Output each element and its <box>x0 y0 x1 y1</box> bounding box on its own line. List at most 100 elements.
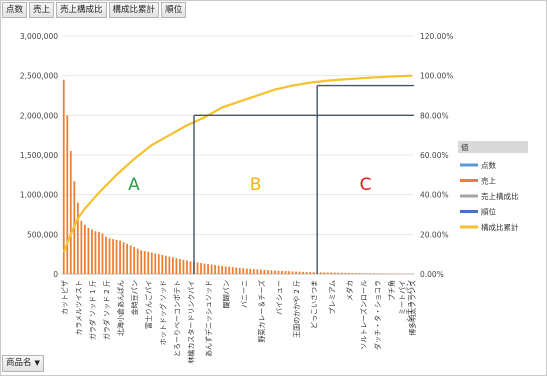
bar <box>98 231 100 274</box>
bar <box>164 255 167 274</box>
bar <box>326 272 329 274</box>
bar <box>298 271 301 274</box>
bar <box>84 224 86 274</box>
bar <box>372 273 375 274</box>
bar <box>133 247 136 274</box>
bar <box>319 272 322 274</box>
bar <box>379 273 382 274</box>
bar <box>235 267 238 274</box>
category-tick-label: プレミアム <box>328 280 336 315</box>
category-tick-label: シチューパン <box>406 280 414 322</box>
bar <box>147 251 150 274</box>
category-tick-label: とろーりベーコンポテト <box>173 280 181 357</box>
category-tick-label: 野菜カレー＆チーズ <box>257 280 266 343</box>
category-tick-label: メダカ <box>345 280 354 301</box>
field-button-sales[interactable]: 売上 <box>29 2 55 18</box>
category-tick-label: ミートパイ <box>399 280 407 315</box>
y-left-tick-label: 2,500,000 <box>20 72 58 81</box>
bar <box>305 272 308 274</box>
y-left-tick-label: 3,000,000 <box>20 32 58 41</box>
field-button-sales-ratio[interactable]: 売上構成比 <box>56 2 107 18</box>
bar <box>140 250 143 274</box>
bar <box>355 273 357 274</box>
bar <box>238 267 241 274</box>
bar <box>302 271 304 274</box>
bar <box>143 250 146 274</box>
category-tick-label: 王国のかかや 2 斤 <box>292 280 301 338</box>
legend-header <box>458 141 528 153</box>
bar <box>186 260 188 274</box>
bar <box>119 240 121 274</box>
cumulative-ratio-line <box>62 74 413 253</box>
bar <box>161 254 164 274</box>
bar <box>295 271 297 274</box>
bar <box>112 239 114 274</box>
bar <box>203 263 206 274</box>
category-tick-label: カラメルツイスト <box>75 280 83 336</box>
field-button-cumulative-ratio[interactable]: 構成比累計 <box>108 2 160 18</box>
bar <box>256 269 259 274</box>
bar <box>154 253 157 274</box>
bar <box>66 115 69 274</box>
bar <box>362 273 364 274</box>
category-tick-label: あんずデニッシュソッド <box>204 280 213 357</box>
dropdown-arrow-icon: ▼ <box>34 359 40 367</box>
bar <box>228 266 231 274</box>
bar <box>288 271 290 274</box>
y-left-tick-label: 0 <box>53 270 58 279</box>
bar <box>94 231 97 274</box>
zone-label-c: C <box>360 175 372 195</box>
category-tick-label: ソルトレーズンロール <box>359 280 368 350</box>
bar <box>281 270 283 274</box>
category-tick-label: プチ角 <box>387 280 396 301</box>
bar <box>260 269 262 274</box>
bar <box>207 264 209 274</box>
legend-item-label: 点数 <box>481 160 496 170</box>
category-tick-label: 醍醐パン <box>222 280 231 308</box>
field-button-count[interactable]: 点数 <box>2 2 28 18</box>
category-tick-label: ホットドッグ ソッド <box>158 280 167 345</box>
bar <box>189 261 192 274</box>
bar <box>376 273 378 274</box>
bar <box>277 270 280 274</box>
legend-title: 値 <box>461 142 469 152</box>
legend-item-label: 売上構成比 <box>481 191 519 201</box>
bar <box>351 273 354 274</box>
bar <box>267 270 269 274</box>
bar <box>270 270 273 274</box>
bar <box>168 256 171 274</box>
y-left-tick-label: 1,000,000 <box>20 191 58 200</box>
category-tick-label: 林檎カスタードリンクパイ <box>186 280 195 364</box>
bar <box>101 233 104 274</box>
category-tick-label: 金時豆パン <box>130 280 139 315</box>
y-right-tick-label: 80.00% <box>420 111 449 120</box>
category-tick-label: どっこいさつま <box>311 280 319 329</box>
axis-field-button-product-name[interactable]: 商品名 ▼ <box>2 355 44 372</box>
y-right-tick-label: 40.00% <box>420 191 449 200</box>
category-tick-label: 北海小倉あんぱん <box>116 280 125 336</box>
category-tick-label: カットピザ <box>61 280 69 315</box>
field-button-rank[interactable]: 順位 <box>161 2 187 18</box>
y-right-tick-label: 120.00% <box>420 32 453 41</box>
category-tick-label: バイシュー <box>275 280 283 315</box>
y-right-tick-label: 20.00% <box>420 230 449 239</box>
bar <box>122 242 125 274</box>
bar <box>337 272 340 274</box>
bar <box>129 245 132 274</box>
bar <box>312 272 315 274</box>
bar <box>224 266 227 274</box>
bar <box>383 273 385 274</box>
bar <box>62 79 65 274</box>
bar <box>242 268 245 274</box>
category-tick-label: ガラダ ソッド 1 斤 <box>88 280 97 340</box>
bar <box>340 272 343 274</box>
bar <box>196 262 199 274</box>
bar <box>182 259 185 274</box>
bar <box>76 202 79 274</box>
category-tick-label: 博多明太フランス <box>408 280 417 336</box>
bar <box>252 269 255 274</box>
category-tick-label: ダッチ・タ・ショコラ <box>373 280 382 350</box>
y-left-tick-label: 500,000 <box>27 230 58 239</box>
bar <box>80 220 83 274</box>
